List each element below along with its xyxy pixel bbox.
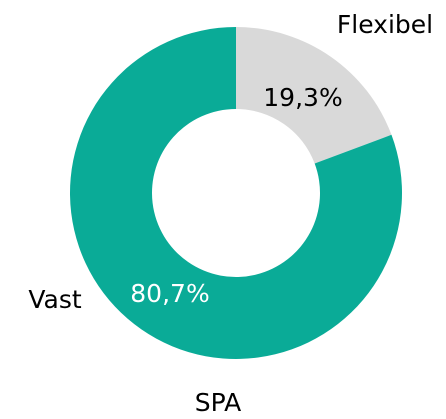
category-label: Vast xyxy=(28,285,82,314)
donut-slice xyxy=(69,27,402,359)
chart-title: SPA xyxy=(195,388,241,417)
donut-slice xyxy=(236,27,392,164)
value-label: 19,3% xyxy=(263,83,342,112)
category-label: Flexibel xyxy=(337,10,433,39)
value-label: 80,7% xyxy=(130,279,209,308)
